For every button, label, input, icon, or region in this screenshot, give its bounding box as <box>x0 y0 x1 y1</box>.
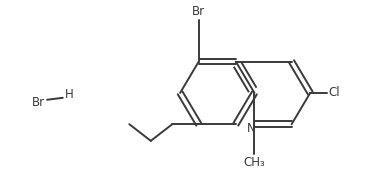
Text: Br: Br <box>32 96 45 109</box>
Text: CH₃: CH₃ <box>244 155 265 168</box>
Text: Cl: Cl <box>329 86 340 99</box>
Text: H: H <box>65 88 74 101</box>
Text: N: N <box>247 122 256 135</box>
Text: Br: Br <box>192 5 205 18</box>
